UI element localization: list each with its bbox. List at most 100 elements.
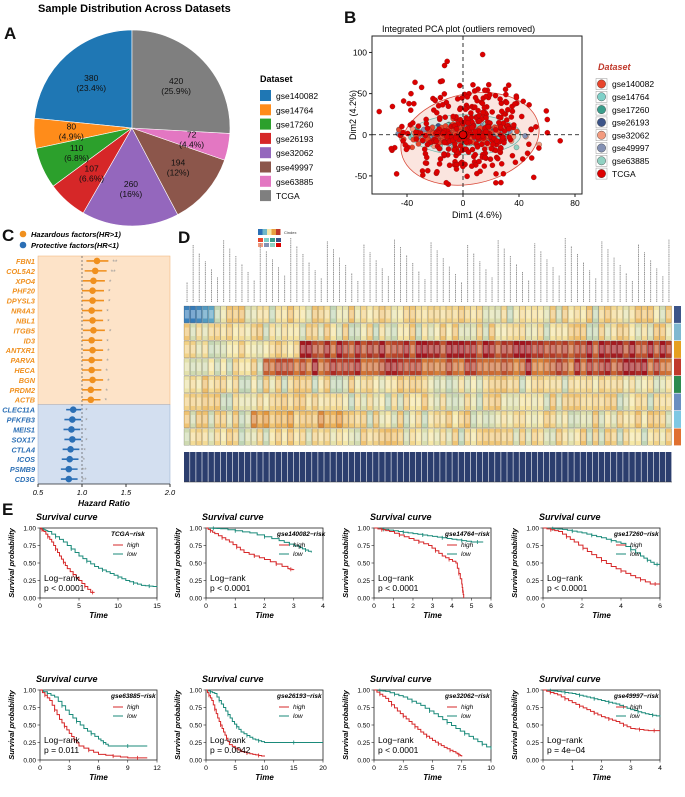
heatmap-cell-label-box: [325, 397, 330, 406]
heatmap-cell-label-box: [569, 432, 574, 441]
heatmap-cell: [409, 323, 416, 341]
heatmap-cell-label-box: [373, 362, 378, 371]
heatmap-cell-label-box: [227, 380, 232, 389]
heatmap-cell-label-box: [630, 415, 635, 424]
heatmap-cell: [336, 428, 343, 446]
heatmap-cell: [507, 428, 514, 446]
heatmap-cell-label-box: [575, 380, 580, 389]
heatmap-cell-label-box: [300, 380, 305, 389]
heatmap-cell-label-box: [355, 397, 360, 406]
mean-bar: [306, 452, 312, 482]
heatmap-cell: [519, 428, 526, 446]
heatmap-cell: [653, 305, 660, 323]
heatmap-cell: [220, 340, 227, 358]
heatmap-cell-label-box: [190, 397, 195, 406]
heatmap-cell: [507, 393, 514, 411]
heatmap-cell: [275, 428, 282, 446]
pie-value-label: 107 (6.6%): [79, 163, 104, 183]
heatmap-cell-label-box: [355, 432, 360, 441]
heatmap-cell-label-box: [294, 397, 299, 406]
heatmap-cell-label-box: [386, 380, 391, 389]
heatmap-cell-label-box: [459, 345, 464, 354]
heatmap-cell-label-box: [636, 310, 641, 319]
heatmap-cell-label-box: [471, 432, 476, 441]
heatmap-cell: [647, 410, 654, 428]
heatmap-cell-label-box: [197, 362, 202, 371]
heatmap-cell-label-box: [300, 415, 305, 424]
heatmap-cell-label-box: [312, 432, 317, 441]
heatmap-cell-label-box: [367, 432, 372, 441]
legend-label-low: low: [127, 551, 138, 558]
heatmap-cell-label-box: [453, 362, 458, 371]
heatmap-cell-label-box: [251, 327, 256, 336]
heatmap-cell-label-box: [245, 415, 250, 424]
heatmap-cell: [342, 305, 349, 323]
heatmap-cell: [318, 340, 325, 358]
heatmap-cell-label-box: [233, 362, 238, 371]
heatmap-cell-label-box: [227, 310, 232, 319]
mean-bar: [665, 452, 672, 482]
mean-bar: [232, 452, 239, 482]
legend-label: gse49997: [612, 143, 650, 153]
significance-mark: *: [107, 348, 110, 355]
heatmap-cell-label-box: [197, 415, 202, 424]
heatmap-cell: [452, 375, 459, 393]
pca-point: [499, 134, 506, 141]
forest-legend-marker: [19, 230, 27, 238]
heatmap-cell-label-box: [617, 432, 622, 441]
heatmap-cell-label-box: [514, 327, 519, 336]
pca-point: [439, 78, 445, 84]
heatmap-cell: [470, 375, 477, 393]
pie-legend-title: Dataset: [260, 74, 293, 84]
heatmap-cell-label-box: [502, 397, 507, 406]
heatmap-cell-label-box: [398, 380, 403, 389]
heatmap-cell-label-box: [447, 380, 452, 389]
heatmap-cell: [202, 410, 209, 428]
pca-point: [437, 94, 444, 101]
heatmap-cell-label-box: [203, 380, 208, 389]
heatmap-cell: [537, 340, 544, 358]
heatmap-cell: [623, 428, 630, 446]
heatmap-cell-label-box: [581, 397, 586, 406]
heatmap-cell-label-box: [556, 415, 561, 424]
key-color: [276, 229, 281, 235]
heatmap-cell-label-box: [373, 432, 378, 441]
heatmap-cell: [379, 305, 386, 323]
heatmap-cell: [549, 340, 556, 358]
legend-label: gse63885: [612, 156, 650, 166]
heatmap-cell: [604, 410, 611, 428]
heatmap-cell-label-box: [361, 327, 366, 336]
mean-bar: [568, 452, 574, 482]
pca-point: [457, 116, 464, 123]
heatmap-cell: [507, 375, 514, 393]
heatmap-cell: [397, 393, 404, 411]
heatmap-cell-label-box: [361, 362, 366, 371]
heatmap-cell: [470, 393, 477, 411]
heatmap-cell-label-box: [434, 310, 439, 319]
x-tick-label: 5: [77, 603, 81, 610]
mean-bar: [281, 452, 288, 482]
heatmap-cell-label-box: [349, 327, 354, 336]
heatmap-cell: [513, 305, 520, 323]
heatmap-cell: [263, 410, 270, 428]
heatmap-cell-label-box: [581, 432, 586, 441]
heatmap-cell: [635, 340, 642, 358]
y-tick-label: 0.00: [23, 596, 36, 603]
heatmap-cell: [555, 340, 562, 358]
heatmap-cell: [360, 340, 367, 358]
heatmap-cell-label-box: [410, 310, 415, 319]
heatmap-cell: [458, 305, 465, 323]
heatmap-cell-label-box: [410, 345, 415, 354]
heatmap-cell-label-box: [453, 327, 458, 336]
heatmap-cell-label-box: [227, 345, 232, 354]
heatmap-cell: [531, 340, 538, 358]
heatmap-cell: [616, 358, 623, 376]
x-axis-label: Time: [592, 611, 611, 620]
heatmap-cell: [434, 340, 440, 358]
heatmap-cell-label-box: [465, 397, 470, 406]
heatmap-cell: [592, 340, 599, 358]
heatmap-cell-label-box: [422, 380, 427, 389]
heatmap-cell-label-box: [532, 345, 537, 354]
heatmap-cell-label-box: [264, 362, 269, 371]
heatmap-cell-label-box: [398, 432, 403, 441]
